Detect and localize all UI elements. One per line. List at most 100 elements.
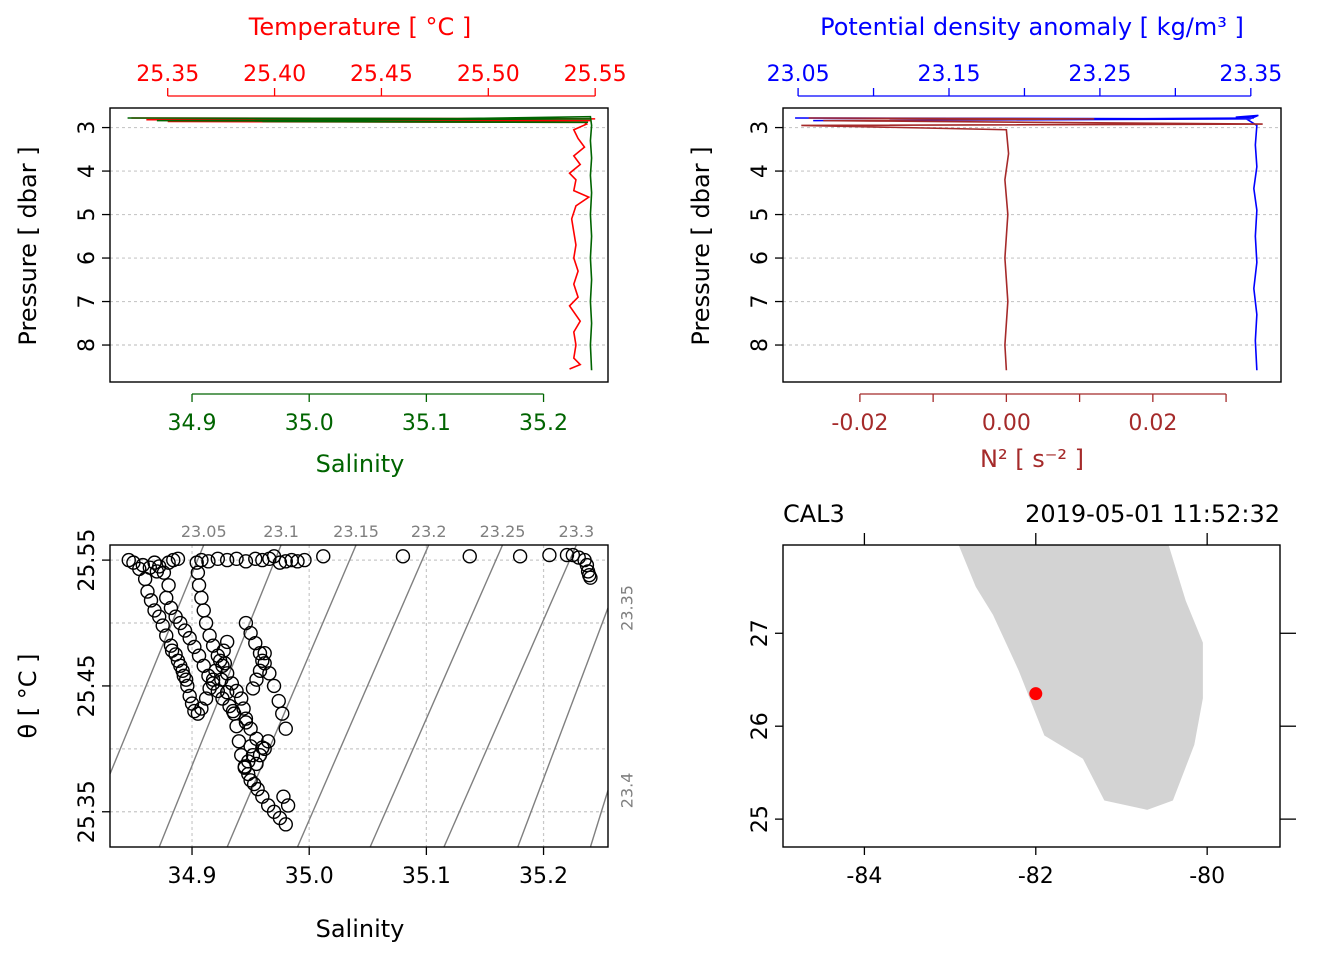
- p3-isopycnal-line: [589, 790, 608, 847]
- p1-salinity-axis: 34.9 35.0 35.1 35.2: [168, 393, 568, 436]
- p4-map-axes: -84 -82 -80 25 26 27: [748, 533, 1296, 889]
- p1-top-tick-label: 25.55: [564, 62, 627, 87]
- p3-gridlines: [110, 545, 608, 847]
- p3-data-point: [202, 628, 217, 643]
- p3-points-group: [121, 547, 598, 832]
- p3-salinity-axis-label: Salinity: [316, 915, 405, 943]
- p3-data-point: [180, 678, 195, 694]
- p4-station-marker: [1029, 687, 1043, 701]
- p3-y-tick-label: 25.55: [75, 529, 100, 592]
- p3-data-point: [238, 554, 254, 569]
- p3-data-point: [143, 593, 159, 608]
- p3-data-point: [266, 678, 282, 694]
- p1-pressure-axis-label: Pressure [ dbar ]: [14, 146, 42, 345]
- p3-data-point: [229, 551, 244, 567]
- p3-isopycnal-line: [517, 607, 608, 847]
- p3-isopycnal-lines: [110, 545, 608, 847]
- p1-y-tick-label: 4: [75, 164, 100, 178]
- p2-top-tick-label: 23.25: [1068, 62, 1131, 87]
- p3-isopycnal-label: 23.35: [618, 585, 637, 631]
- p3-isopycnal-label: 23.3: [559, 522, 595, 541]
- p1-y-tick-label: 6: [75, 251, 100, 265]
- p3-isopycnal-labels: 23.05 23.1 23.15 23.2 23.25 23.3 23.35 23.4: [181, 522, 637, 808]
- p2-top-tick-label: 23.15: [918, 62, 981, 87]
- p2-bottom-tick-label: 0.00: [982, 411, 1031, 436]
- p1-y-tick-label: 7: [75, 295, 100, 309]
- p3-x-tick-label: 35.2: [519, 864, 568, 889]
- p3-data-point: [155, 618, 170, 633]
- p2-y-tick-label: 7: [748, 295, 773, 309]
- p3-data-point: [140, 584, 155, 599]
- p3-data-point: [224, 676, 240, 691]
- p1-bottom-tick-label: 35.2: [519, 411, 568, 436]
- p2-series-group: [795, 114, 1263, 371]
- p3-data-point: [278, 554, 293, 569]
- p1-temperature-axis: 25.35 25.40 25.45 25.50 25.55: [136, 62, 627, 97]
- p3-y-tick-label: 25.45: [75, 654, 100, 717]
- p1-salinity-line: [127, 115, 593, 371]
- p3-data-point: [178, 672, 194, 687]
- p3-data-point: [257, 741, 272, 757]
- p3-data-point: [210, 551, 226, 567]
- p3-data-point: [275, 706, 290, 721]
- p2-density-axis-label: Potential density anomaly [ kg/m³ ]: [820, 13, 1244, 41]
- p1-plot-frame: [109, 107, 609, 383]
- p3-isopycnal-label: 23.4: [618, 773, 637, 809]
- panel-ts-diagram: 23.05 23.1 23.15 23.2 23.25 23.3 23.35 23.4 25.…: [14, 522, 637, 943]
- p3-data-point: [250, 781, 265, 797]
- p1-top-tick-label: 25.50: [457, 62, 520, 87]
- p3-data-point: [227, 706, 242, 721]
- p3-data-point: [278, 817, 293, 832]
- p1-y-tick-label: 5: [75, 208, 100, 222]
- p3-data-point: [170, 551, 186, 567]
- p3-data-point: [278, 721, 293, 736]
- p3-data-point: [219, 634, 235, 650]
- p3-data-point: [243, 773, 258, 788]
- p1-top-tick-label: 25.45: [350, 62, 413, 87]
- p3-x-tick-label: 34.9: [168, 864, 217, 889]
- p3-data-point: [135, 557, 151, 573]
- p4-y-tick-label: 26: [748, 712, 773, 740]
- p3-data-point: [252, 663, 268, 679]
- p2-y-tick-label: 6: [748, 251, 773, 265]
- p2-y-tick-label: 5: [748, 208, 773, 222]
- p3-data-point: [182, 688, 197, 704]
- panel-map: -84 -82 -80 25 26 27 CAL3 2019-05-01 11:52:32: [748, 500, 1296, 889]
- panel-density-profile: 3 4 5 6 7 8 23.05 23.15 23.25 23.35 -0.02 0.00 0.0…: [687, 13, 1282, 473]
- p3-isopycnal-line: [226, 545, 357, 847]
- p3-data-point: [187, 703, 202, 719]
- p3-data-point: [163, 638, 179, 653]
- p3-data-point: [182, 630, 197, 646]
- p3-data-point: [262, 666, 277, 681]
- p3-data-point: [272, 555, 288, 570]
- p3-data-point: [177, 623, 193, 638]
- p4-x-tick-label: -82: [1018, 864, 1054, 889]
- p3-data-point: [210, 683, 226, 699]
- p3-data-point: [462, 549, 477, 564]
- p3-theta-axis: 25.35 25.45 25.55: [75, 529, 110, 843]
- p3-data-point: [257, 646, 272, 661]
- p1-top-tick-label: 25.40: [243, 62, 306, 87]
- p3-data-point: [201, 554, 216, 569]
- p3-data-point: [236, 701, 251, 716]
- p4-station-group: [1029, 687, 1043, 701]
- p3-data-point: [290, 554, 305, 569]
- p3-data-point: [187, 639, 202, 655]
- p3-isopycnal-label: 23.25: [480, 522, 526, 541]
- p3-data-point: [149, 564, 165, 579]
- p3-data-point: [175, 663, 190, 679]
- p4-station-label: CAL3: [783, 500, 845, 528]
- p4-map-frame: [782, 544, 1281, 848]
- p4-time-label: 2019-05-01 11:52:32: [1025, 500, 1280, 528]
- p3-data-point: [201, 668, 216, 684]
- p3-data-point: [215, 658, 230, 673]
- p3-data-point: [248, 551, 263, 567]
- p2-plot-frame: [782, 107, 1282, 383]
- p3-y-tick-label: 25.35: [75, 780, 100, 843]
- p3-data-point: [395, 549, 411, 564]
- p2-top-tick-label: 23.05: [767, 62, 830, 87]
- p1-salinity-axis-label: Salinity: [316, 450, 405, 478]
- p3-data-point: [245, 681, 261, 696]
- p2-n2-axis: -0.02 0.00 0.02: [831, 393, 1227, 436]
- p3-data-point: [234, 691, 249, 706]
